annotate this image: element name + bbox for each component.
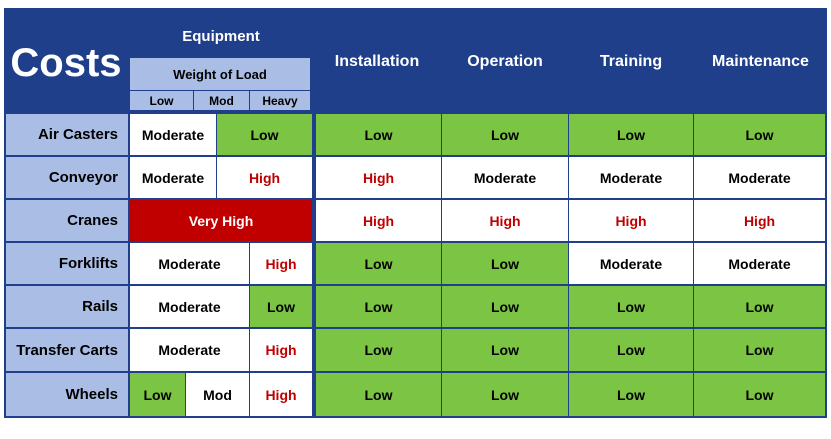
cell-cranes-training: High	[569, 200, 693, 241]
cell-forklifts-operation: Low	[442, 243, 568, 284]
cell-transfer-carts-installation: Low	[316, 329, 441, 371]
cell-forklifts-maintenance: Moderate	[694, 243, 825, 284]
cell-rails-light: Moderate	[130, 286, 249, 327]
header-operation: Operation	[467, 53, 543, 70]
cell-air-casters-maintenance: Low	[694, 114, 825, 155]
row-label-conveyor: Conveyor	[6, 157, 128, 198]
cell-transfer-carts-maintenance: Low	[694, 329, 825, 371]
cell-air-casters-light: Moderate	[130, 114, 216, 155]
header-installation: Installation	[334, 53, 420, 70]
cell-forklifts-installation: Low	[316, 243, 441, 284]
cell-cranes-maintenance: High	[694, 200, 825, 241]
cell-rails-training: Low	[569, 286, 693, 327]
cell-transfer-carts-operation: Low	[442, 329, 568, 371]
cell-conveyor-maintenance: Moderate	[694, 157, 825, 198]
subheader-mod: Mod	[194, 91, 249, 110]
cell-air-casters-installation: Low	[316, 114, 441, 155]
cell-transfer-carts-light: Moderate	[130, 329, 249, 371]
cell-rails-heavy: Low	[250, 286, 312, 327]
costs-title: Costs	[10, 40, 122, 85]
cell-transfer-carts-heavy: High	[250, 329, 312, 371]
row-label-rails: Rails	[6, 286, 128, 327]
cell-conveyor-light: Moderate	[130, 157, 216, 198]
cell-transfer-carts-training: Low	[569, 329, 693, 371]
cell-conveyor-operation: Moderate	[442, 157, 568, 198]
cell-rails-maintenance: Low	[694, 286, 825, 327]
header-maintenance: Maintenance	[712, 53, 809, 70]
cell-rails-installation: Low	[316, 286, 441, 327]
subheader-heavy: Heavy	[250, 91, 310, 110]
cell-wheels-installation: Low	[316, 373, 441, 416]
cell-air-casters-training: Low	[569, 114, 693, 155]
subheader-low: Low	[130, 91, 193, 110]
cell-wheels-heavy: High	[250, 373, 312, 416]
row-label-cranes: Cranes	[6, 200, 128, 241]
cell-forklifts-training: Moderate	[569, 243, 693, 284]
cell-air-casters-operation: Low	[442, 114, 568, 155]
cell-wheels-training: Low	[569, 373, 693, 416]
cell-wheels-mod: Mod	[186, 373, 249, 416]
row-label-air-casters: Air Casters	[6, 114, 128, 155]
cell-cranes-installation: High	[316, 200, 441, 241]
cell-air-casters-heavy: Low	[217, 114, 312, 155]
cell-wheels-operation: Low	[442, 373, 568, 416]
cell-conveyor-installation: High	[316, 157, 441, 198]
cell-forklifts-heavy: High	[250, 243, 312, 284]
row-label-forklifts: Forklifts	[6, 243, 128, 284]
cell-forklifts-light: Moderate	[130, 243, 249, 284]
cell-cranes-operation: High	[442, 200, 568, 241]
cell-rails-operation: Low	[442, 286, 568, 327]
cell-wheels-low: Low	[130, 373, 185, 416]
cell-wheels-maintenance: Low	[694, 373, 825, 416]
row-label-transfer-carts: Transfer Carts	[6, 329, 128, 371]
cell-cranes-equipment: Very High	[130, 200, 312, 241]
row-label-wheels: Wheels	[6, 373, 128, 416]
weight-of-load-header: Weight of Load	[130, 58, 310, 90]
cell-conveyor-heavy: High	[217, 157, 312, 198]
equipment-header: Equipment	[182, 27, 260, 45]
header-training: Training	[599, 53, 663, 70]
cell-conveyor-training: Moderate	[569, 157, 693, 198]
